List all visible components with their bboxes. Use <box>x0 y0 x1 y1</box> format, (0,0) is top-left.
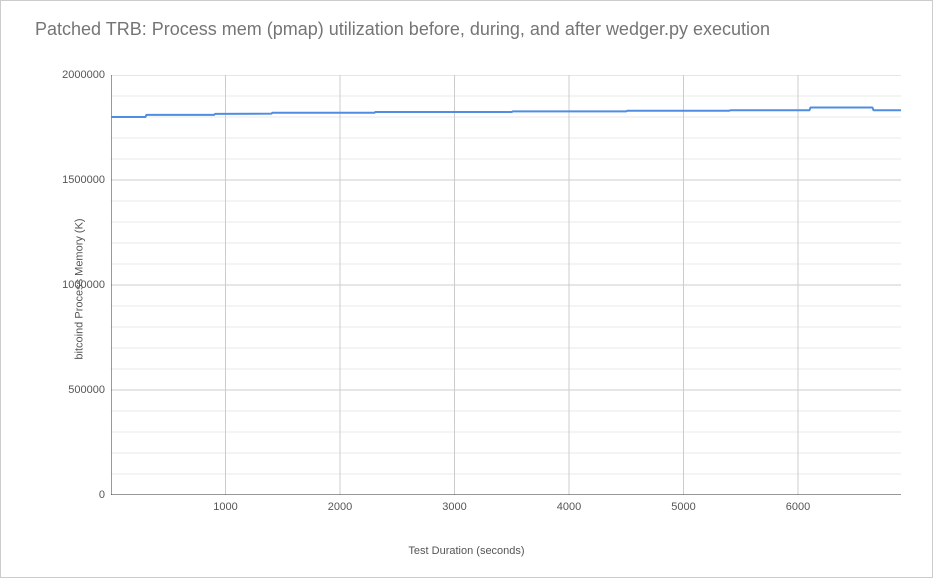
plot-svg <box>111 75 901 495</box>
x-tick-label: 4000 <box>557 501 581 513</box>
y-tick-label: 1500000 <box>62 174 105 186</box>
y-tick-label: 500000 <box>68 384 105 396</box>
chart-frame: Patched TRB: Process mem (pmap) utilizat… <box>0 0 933 578</box>
x-axis-label: Test Duration (seconds) <box>408 545 524 557</box>
x-tick-label: 2000 <box>328 501 352 513</box>
y-tick-label: 0 <box>99 489 105 501</box>
y-tick-label: 2000000 <box>62 69 105 81</box>
x-tick-label: 6000 <box>786 501 810 513</box>
chart-title: Patched TRB: Process mem (pmap) utilizat… <box>35 19 770 40</box>
plot-area: 0500000100000015000002000000100020003000… <box>111 75 901 495</box>
x-tick-label: 3000 <box>442 501 466 513</box>
y-tick-label: 1000000 <box>62 279 105 291</box>
x-tick-label: 1000 <box>213 501 237 513</box>
x-tick-label: 5000 <box>671 501 695 513</box>
